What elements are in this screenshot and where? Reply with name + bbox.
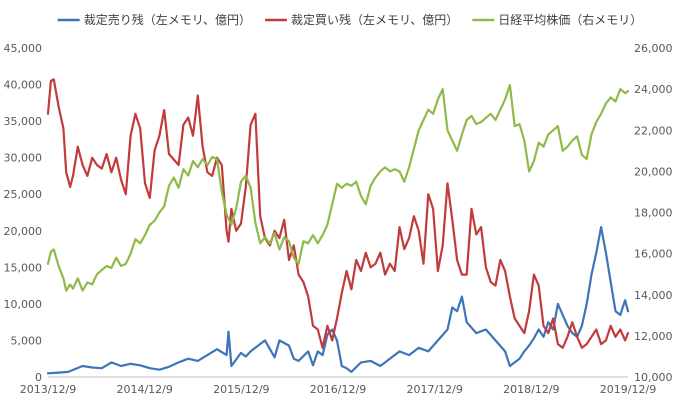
y-left-tick-label: 35,000	[4, 115, 43, 128]
legend-label: 日経平均株価（右メモリ）	[498, 12, 642, 27]
y-right-tick-label: 20,000	[634, 165, 673, 178]
legend-label: 裁定買い残（左メモリ、億円）	[291, 12, 458, 27]
y-right-tick-label: 14,000	[634, 289, 673, 302]
x-tick-label: 2017/12/9	[406, 383, 462, 396]
y-left-tick-label: 40,000	[4, 79, 43, 92]
y-left-tick-label: 25,000	[4, 188, 43, 201]
y-right-tick-label: 10,000	[634, 371, 673, 384]
legend-item-2: 裁定買い残（左メモリ、億円）	[265, 12, 458, 27]
y-left-tick-label: 5,000	[11, 334, 43, 347]
series-line-2	[46, 78, 630, 349]
series-line-1	[46, 226, 630, 375]
legend-item-1: 裁定売り残（左メモリ、億円）	[57, 12, 251, 27]
y-right-tick-label: 26,000	[634, 42, 673, 55]
y-left-tick-label: 0	[35, 371, 42, 384]
x-tick-label: 2015/12/9	[213, 383, 269, 396]
x-tick-label: 2018/12/9	[503, 383, 559, 396]
series-line-3	[46, 83, 630, 292]
y-left-tick-label: 10,000	[4, 298, 43, 311]
y-left-tick-label: 45,000	[4, 42, 43, 55]
x-tick-label: 2019/12/9	[600, 383, 656, 396]
y-right-tick-label: 24,000	[634, 83, 673, 96]
y-right-tick-label: 16,000	[634, 248, 673, 261]
y-right-tick-label: 12,000	[634, 330, 673, 343]
x-tick-label: 2013/12/9	[20, 383, 76, 396]
y-right-tick-label: 18,000	[634, 207, 673, 220]
y-left-tick-label: 20,000	[4, 225, 43, 238]
legend-item-3: 日経平均株価（右メモリ）	[472, 12, 642, 27]
x-tick-label: 2016/12/9	[310, 383, 366, 396]
plot-area: 0 5,000 10,000 15,000 20,000 25,000 30,000 35,0…	[4, 42, 673, 396]
x-tick-label: 2014/12/9	[116, 383, 172, 396]
y-right-tick-label: 22,000	[634, 124, 673, 137]
legend-label: 裁定売り残（左メモリ、億円）	[84, 12, 251, 27]
legend: 裁定売り残（左メモリ、億円） 裁定買い残（左メモリ、億円） 日経平均株価（右メモリ）	[57, 12, 642, 27]
y-left-tick-label: 15,000	[4, 261, 43, 274]
y-left-tick-label: 30,000	[4, 152, 43, 165]
